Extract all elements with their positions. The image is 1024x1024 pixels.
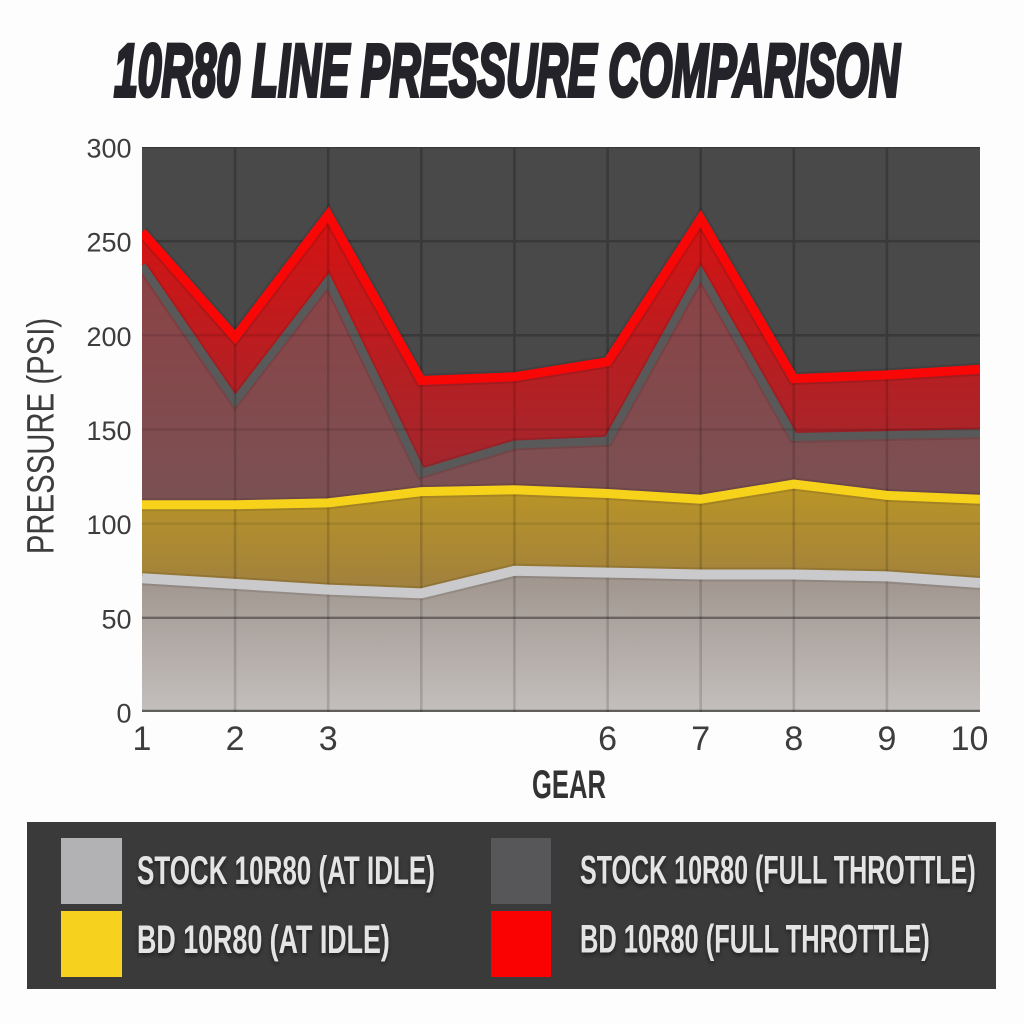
- svg-text:0: 0: [116, 699, 131, 729]
- svg-text:10R80 LINE PRESSURE COMPARISON: 10R80 LINE PRESSURE COMPARISON: [114, 29, 901, 112]
- svg-text:10: 10: [951, 720, 989, 758]
- svg-text:8: 8: [784, 720, 803, 758]
- svg-text:50: 50: [101, 604, 131, 634]
- svg-text:STOCK 10R80 (AT IDLE): STOCK 10R80 (AT IDLE): [137, 848, 435, 893]
- svg-text:STOCK 10R80 (FULL THROTTLE): STOCK 10R80 (FULL THROTTLE): [580, 849, 976, 893]
- svg-text:BD 10R80 (AT IDLE): BD 10R80 (AT IDLE): [137, 918, 390, 963]
- svg-text:250: 250: [86, 228, 131, 258]
- svg-text:3: 3: [319, 720, 338, 758]
- svg-text:300: 300: [86, 134, 131, 164]
- svg-text:GEAR: GEAR: [532, 763, 606, 807]
- svg-text:BD 10R80 (FULL THROTTLE): BD 10R80 (FULL THROTTLE): [580, 918, 930, 962]
- svg-text:100: 100: [86, 510, 131, 540]
- svg-text:PRESSURE (PSI): PRESSURE (PSI): [20, 318, 63, 554]
- svg-text:200: 200: [86, 322, 131, 352]
- svg-text:150: 150: [86, 416, 131, 446]
- svg-text:2: 2: [226, 720, 245, 758]
- svg-text:1: 1: [133, 720, 152, 758]
- svg-text:9: 9: [877, 720, 896, 758]
- svg-text:7: 7: [691, 720, 710, 758]
- svg-text:6: 6: [598, 720, 617, 758]
